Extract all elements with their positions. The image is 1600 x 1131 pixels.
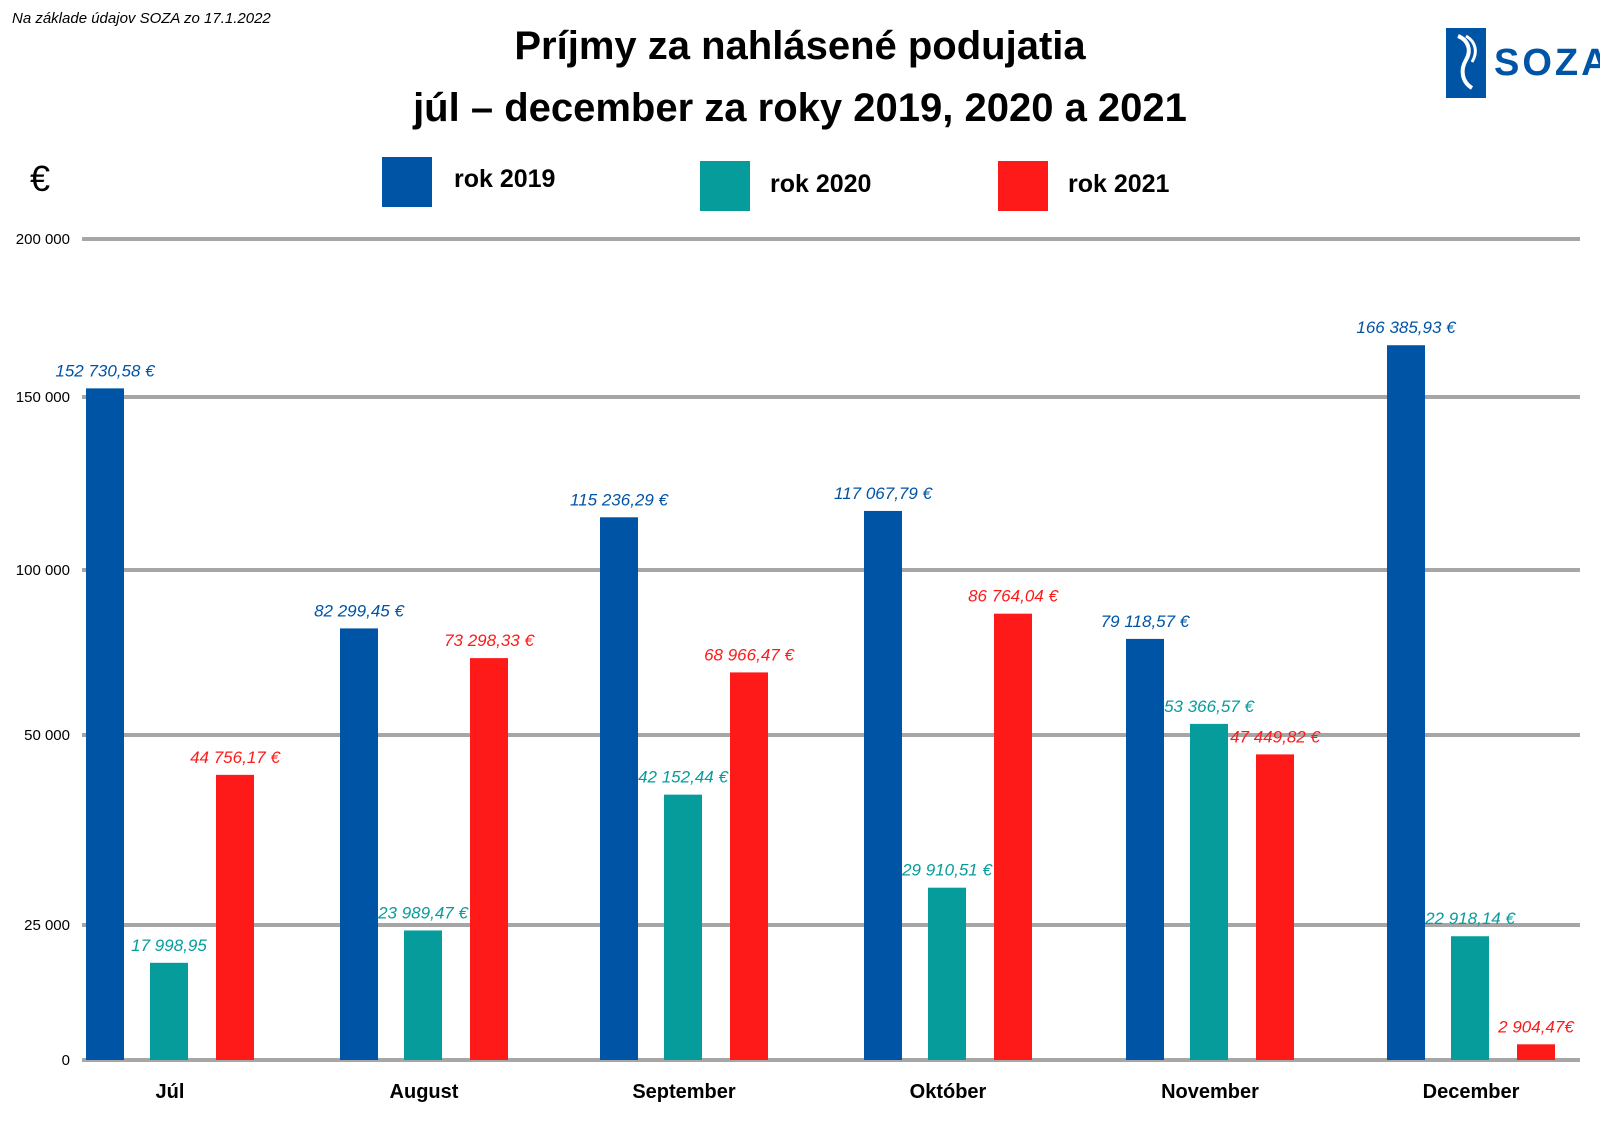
bar (1517, 1044, 1555, 1060)
legend-label-2021: rok 2021 (1068, 170, 1170, 198)
y-axis-unit: € (30, 158, 51, 199)
data-label: 17 998,95 (131, 936, 207, 955)
data-label: 68 966,47 € (704, 645, 795, 664)
x-tick-label: December (1423, 1081, 1520, 1103)
bar (664, 794, 702, 1060)
y-tick-label: 100 000 (16, 562, 70, 579)
bar (994, 613, 1032, 1060)
bar (1256, 754, 1294, 1060)
data-label: 2 904,47€ (1497, 1017, 1575, 1036)
bar (340, 628, 378, 1060)
legend-swatch-2020 (700, 161, 750, 211)
bar (470, 658, 508, 1060)
data-label: 44 756,17 € (190, 748, 281, 767)
y-tick-label: 50 000 (24, 727, 70, 744)
chart-title-line2: júl – december za roky 2019, 2020 a 2021 (413, 86, 1187, 130)
legend-label-2020: rok 2020 (770, 170, 872, 198)
bar (600, 517, 638, 1060)
data-label: 29 910,51 € (901, 861, 993, 880)
data-label: 47 449,82 € (1230, 727, 1321, 746)
bar (404, 930, 442, 1060)
data-label: 53 366,57 € (1164, 697, 1255, 716)
chart-title-line1: Príjmy za nahlásené podujatia (514, 24, 1086, 68)
data-label: 117 067,79 € (834, 484, 934, 503)
bar (864, 510, 902, 1060)
x-tick-label: August (390, 1081, 459, 1103)
bar (1126, 638, 1164, 1060)
legend-swatch-2021 (998, 161, 1048, 211)
bar (1387, 345, 1425, 1060)
x-tick-label: Október (910, 1081, 987, 1103)
x-tick-label: September (632, 1081, 736, 1103)
bar (1451, 936, 1489, 1060)
soza-logo-icon (1446, 28, 1486, 98)
x-tick-label: Júl (156, 1081, 185, 1103)
bar (928, 887, 966, 1060)
bar (150, 962, 188, 1060)
data-label: 22 918,14 € (1424, 909, 1516, 928)
data-label: 82 299,45 € (314, 601, 405, 620)
legend-label-2019: rok 2019 (454, 165, 556, 193)
data-label: 42 152,44 € (638, 768, 729, 787)
y-tick-label: 200 000 (16, 231, 70, 248)
bar (216, 774, 254, 1060)
x-tick-label: November (1161, 1081, 1259, 1103)
soza-logo: SOZA (1446, 28, 1600, 100)
y-tick-label: 150 000 (16, 389, 70, 406)
y-tick-label: 25 000 (24, 917, 70, 934)
data-label: 152 730,58 € (55, 361, 156, 380)
data-label: 79 118,57 € (1101, 612, 1191, 631)
data-label: 115 236,29 € (570, 490, 670, 509)
data-label: 86 764,04 € (968, 587, 1059, 606)
legend-swatch-2019 (382, 157, 432, 207)
source-note: Na základe údajov SOZA zo 17.1.2022 (12, 10, 271, 27)
data-label: 166 385,93 € (1356, 318, 1457, 337)
bar (1190, 723, 1228, 1060)
data-label: 73 298,33 € (444, 631, 535, 650)
soza-logo-text: SOZA (1494, 42, 1600, 84)
data-label: 23 989,47 € (377, 903, 469, 922)
bar (86, 388, 124, 1061)
bar (730, 672, 768, 1060)
y-tick-label: 0 (62, 1052, 70, 1069)
